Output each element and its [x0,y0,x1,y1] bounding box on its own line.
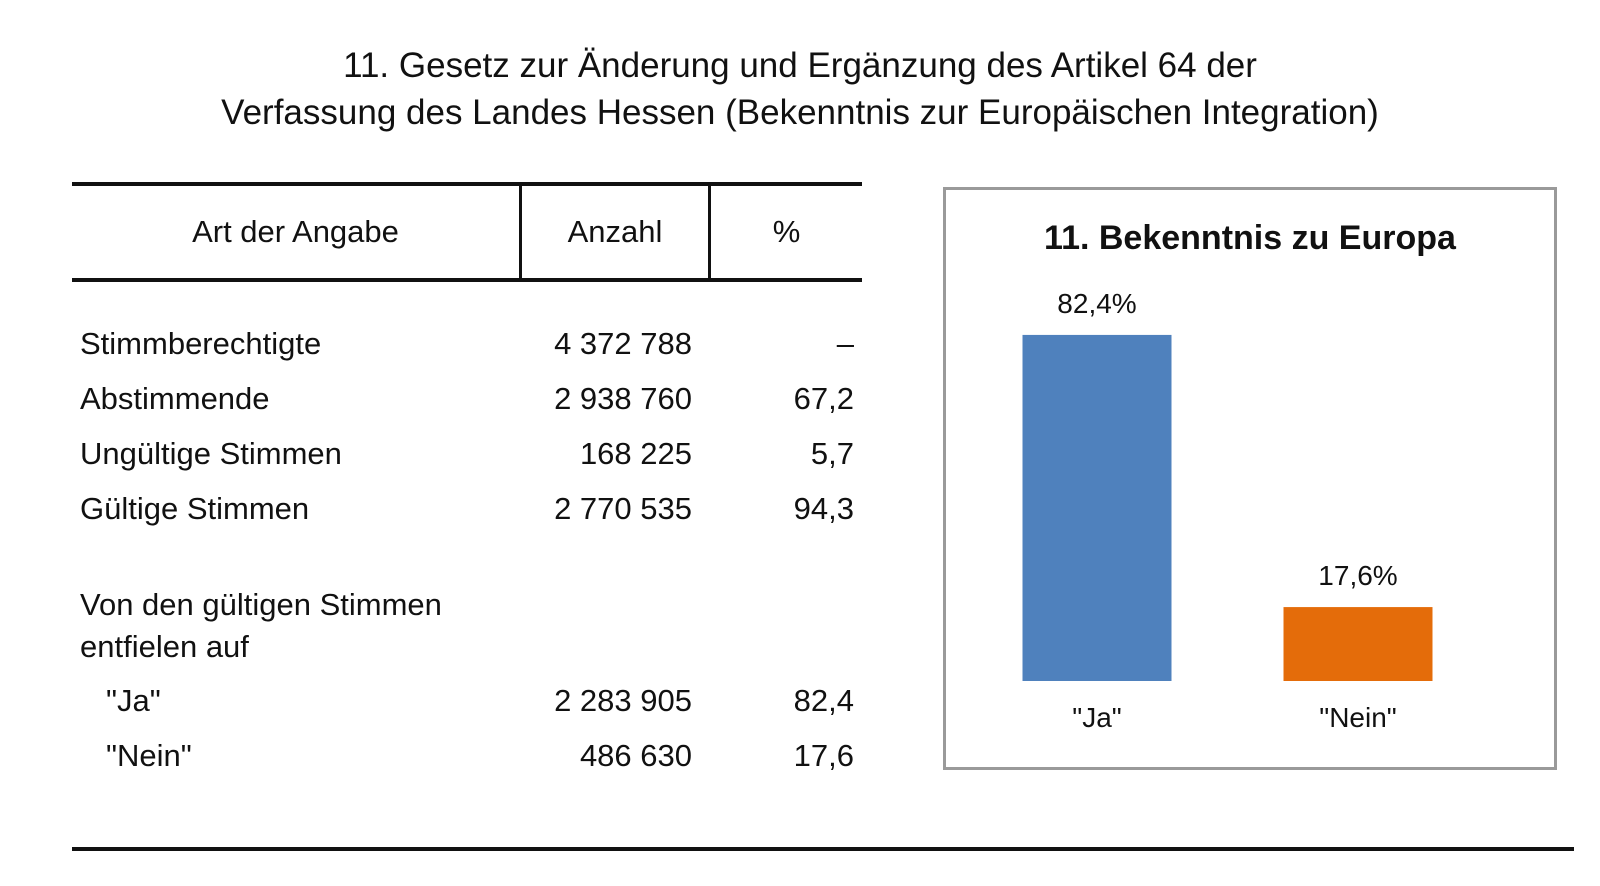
row-count: 168 225 [579,436,692,471]
table-top-rule [72,182,862,186]
section-label-line-2: entfielen auf [80,629,249,664]
row-label: Ungültige Stimmen [80,436,342,471]
row-percent: 17,6 [793,738,854,773]
results-table: Art der Angabe Anzahl % Stimmberechtigte… [72,182,862,782]
table-row: Gültige Stimmen 2 770 535 94,3 [72,487,862,531]
category-label-0: "Ja" [1072,702,1121,733]
chart-panel: 11. Bekenntnis zu Europa 82,4% "Ja" 17,6% "… [943,187,1557,770]
row-label: Gültige Stimmen [80,491,310,526]
header-label: Art der Angabe [192,214,399,249]
row-label: Stimmberechtigte [80,326,322,361]
table-row: "Nein" 486 630 17,6 [72,734,862,778]
row-count: 2 938 760 [554,381,692,416]
chart-title: 11. Bekenntnis zu Europa [1044,219,1456,257]
section-label: Von den gültigen Stimmen entfielen auf [80,584,520,668]
bar-chart: 82,4% "Ja" 17,6% "Nein" [1022,288,1433,733]
section-label-line-1: Von den gültigen Stimmen [80,587,442,622]
row-label: "Nein" [106,738,192,773]
table-row: Abstimmende 2 938 760 67,2 [72,377,862,421]
bar-0 [1022,334,1172,681]
table-header-divider [519,182,522,280]
row-percent: – [836,326,854,361]
row-count: 4 372 788 [554,326,692,361]
table-row: Ungültige Stimmen 168 225 5,7 [72,432,862,476]
header-percent: % [772,214,801,249]
row-percent: 67,2 [793,381,854,416]
table-row: "Ja" 2 283 905 82,4 [72,679,862,723]
data-label-0: 82,4% [1057,288,1136,319]
category-label-1: "Nein" [1319,702,1396,733]
data-label-1: 17,6% [1318,560,1397,591]
bottom-rule [72,847,1574,851]
row-count: 2 283 905 [554,683,692,718]
row-percent: 82,4 [793,683,854,718]
page-title: 11. Gesetz zur Änderung und Ergänzung de… [0,42,1600,136]
page-title-line-1: 11. Gesetz zur Änderung und Ergänzung de… [343,46,1257,85]
row-count: 486 630 [579,738,692,773]
row-label: "Ja" [106,683,161,718]
table-header-divider [708,182,711,280]
row-percent: 94,3 [793,491,854,526]
header-count: Anzahl [567,214,663,249]
bar-1 [1283,607,1433,681]
page-title-line-2: Verfassung des Landes Hessen (Bekenntnis… [221,93,1379,132]
row-label: Abstimmende [80,381,270,416]
row-count: 2 770 535 [554,491,692,526]
table-row: Stimmberechtigte 4 372 788 – [72,322,862,366]
table-header-rule [72,278,862,282]
row-percent: 5,7 [810,436,854,471]
